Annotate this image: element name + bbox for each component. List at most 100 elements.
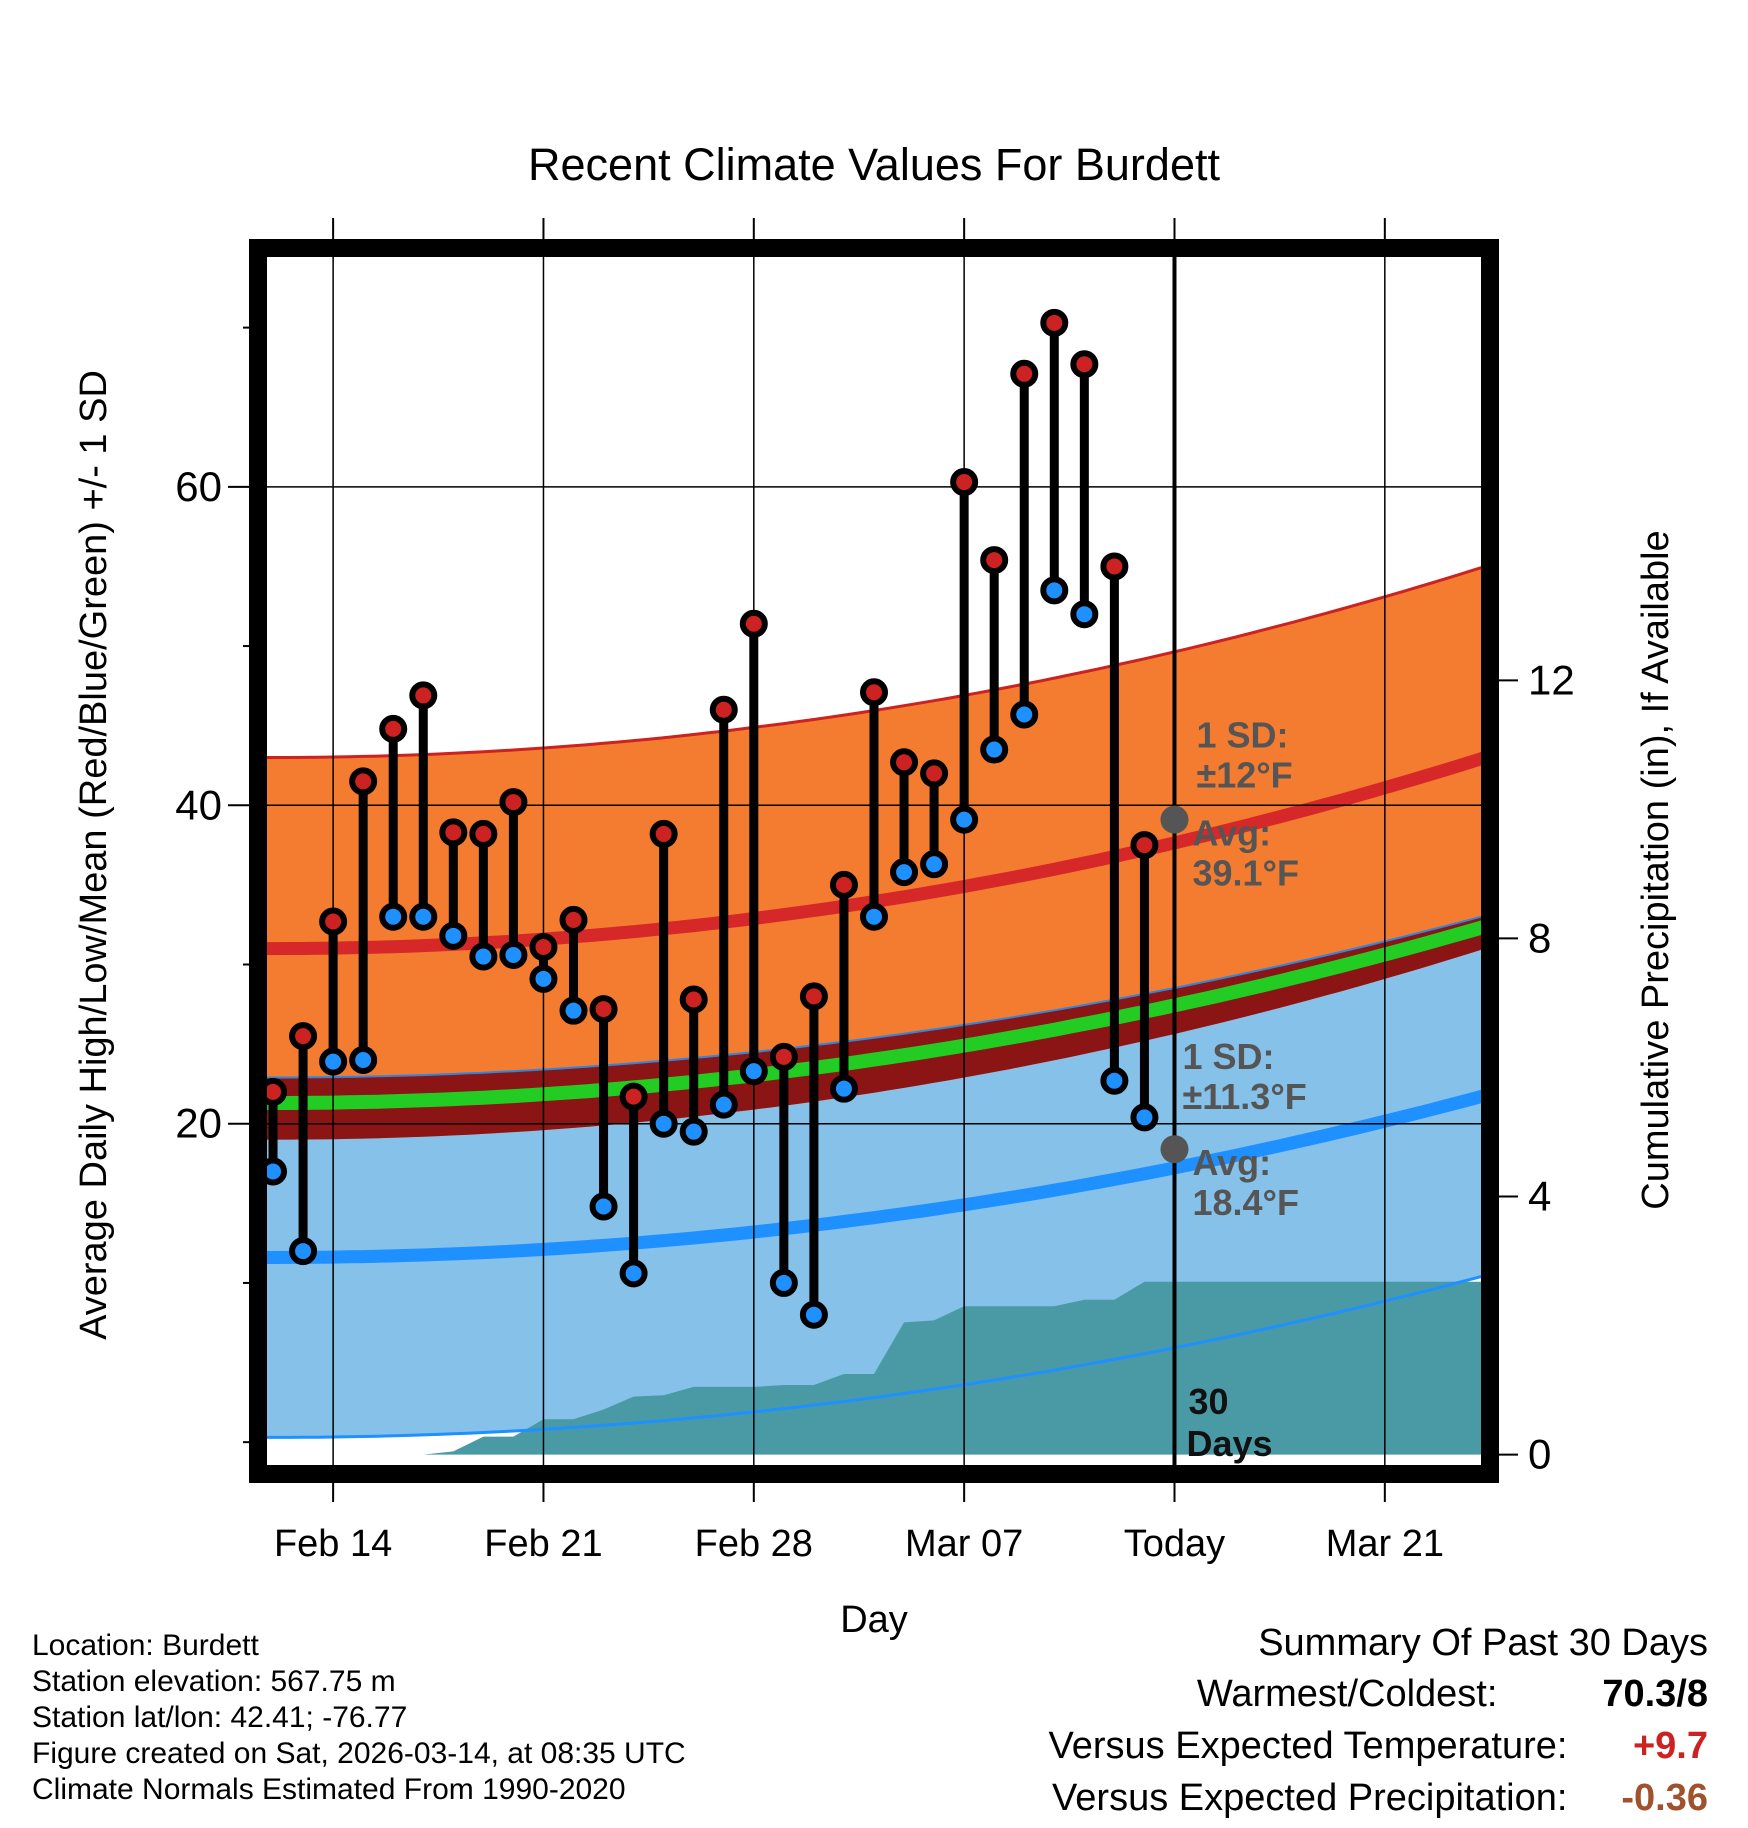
- temp-label: Versus Expected Temperature:: [1048, 1725, 1568, 1767]
- daily-low-point: [709, 1090, 738, 1119]
- y2-tick-label: 8: [1528, 914, 1551, 961]
- daily-high-point: [709, 695, 738, 724]
- daily-low-point: [829, 1074, 858, 1103]
- daily-high-point: [1070, 350, 1099, 379]
- daily-low-point: [559, 996, 588, 1025]
- daily-high-point: [379, 714, 408, 743]
- today-days-label: 30 Days: [1186, 1381, 1272, 1464]
- daily-high-point: [890, 748, 919, 777]
- y-tick-label: 20: [175, 1100, 222, 1147]
- x-tick-label: Mar 21: [1326, 1523, 1444, 1565]
- precip-value: -0.36: [1621, 1777, 1708, 1819]
- daily-high-point: [950, 468, 979, 497]
- summary-title: Summary Of Past 30 Days: [1258, 1622, 1708, 1664]
- daily-low-point: [739, 1057, 768, 1086]
- daily-low-point: [649, 1109, 678, 1138]
- daily-low-point: [860, 902, 888, 931]
- daily-high-point: [1100, 552, 1129, 581]
- daily-high-point: [289, 1022, 318, 1051]
- daily-low-point: [619, 1259, 648, 1288]
- daily-high-point: [499, 788, 528, 817]
- daily-low-point: [409, 902, 438, 931]
- today-high-avg-marker: [1160, 805, 1189, 834]
- daily-high-point: [649, 819, 678, 848]
- precip-area: [273, 1281, 1490, 1455]
- y2-tick-label: 4: [1528, 1173, 1551, 1220]
- daily-low-point: [289, 1237, 318, 1266]
- daily-low-point: [1130, 1103, 1159, 1132]
- daily-low-point: [679, 1117, 708, 1146]
- daily-low-point: [890, 858, 919, 887]
- daily-low-point: [799, 1300, 828, 1329]
- y2-axis-label: Cumulative Precipitation (in), If Availa…: [1635, 530, 1677, 1209]
- summary-warm-cold: Warmest/Coldest: 70.3/8: [1197, 1673, 1708, 1716]
- mean-normal-line: [258, 918, 1490, 1110]
- y-tick-label: 40: [175, 781, 222, 828]
- low-lower-sd-line: [258, 1272, 1490, 1439]
- daily-low-point: [379, 902, 408, 931]
- precip-label: Versus Expected Precipitation:: [1052, 1777, 1568, 1819]
- daily-low-point: [349, 1046, 378, 1075]
- plot-frame: [249, 239, 1499, 1483]
- daily-low-point: [1070, 600, 1099, 629]
- station-info: Location: Burdett Station elevation: 567…: [32, 1628, 686, 1808]
- warm-cold-label: Warmest/Coldest:: [1196, 1673, 1498, 1715]
- x-tick-label: Feb 21: [484, 1523, 602, 1565]
- daily-high-point: [1130, 831, 1159, 860]
- daily-high-point: [319, 907, 348, 936]
- x-tick-label: Feb 28: [695, 1523, 813, 1565]
- x-tick-label: Feb 14: [274, 1523, 392, 1565]
- x-tick-label: Today: [1124, 1523, 1225, 1565]
- daily-low-point: [589, 1192, 618, 1221]
- daily-high-point: [739, 609, 768, 638]
- daily-low-point: [1100, 1066, 1129, 1095]
- chart-title: Recent Climate Values For Burdett: [528, 139, 1220, 190]
- high-avg-annotation: Avg: 39.1°F: [1192, 813, 1298, 894]
- low-normal-line: [258, 1087, 1490, 1265]
- info-created: Figure created on Sat, 2026-03-14, at 08…: [32, 1737, 686, 1770]
- daily-high-point: [349, 767, 378, 796]
- info-elevation: Station elevation: 567.75 m: [32, 1665, 396, 1698]
- daily-low-point: [769, 1268, 798, 1297]
- daily-low-point: [439, 921, 468, 950]
- daily-low-point: [1010, 700, 1039, 729]
- low-upper-sd-line: [258, 913, 1490, 1079]
- daily-high-point: [1040, 308, 1069, 337]
- summary-temp: Versus Expected Temperature: +9.7: [1049, 1725, 1708, 1768]
- low-avg-annotation: Avg: 18.4°F: [1192, 1142, 1298, 1223]
- daily-high-point: [469, 819, 498, 848]
- daily-high-point: [439, 818, 468, 847]
- info-location: Location: Burdett: [32, 1629, 259, 1662]
- daily-high-point: [529, 932, 558, 961]
- sd-overlap-band: [258, 914, 1490, 1140]
- x-axis-label: Day: [840, 1599, 908, 1641]
- y2-tick-label: 12: [1528, 656, 1575, 703]
- daily-low-point: [920, 850, 949, 879]
- daily-high-point: [920, 759, 949, 788]
- daily-high-point: [619, 1082, 648, 1111]
- high-sd-annotation: 1 SD: ±12°F: [1196, 715, 1292, 796]
- daily-low-point: [950, 805, 979, 834]
- daily-high-point: [980, 546, 1009, 575]
- daily-high-point: [799, 982, 828, 1011]
- daily-high-point: [860, 678, 888, 707]
- daily-low-point: [499, 940, 528, 969]
- y-tick-label: 60: [175, 463, 222, 510]
- x-tick-label: Mar 07: [905, 1523, 1023, 1565]
- daily-high-point: [409, 681, 438, 710]
- info-latlon: Station lat/lon: 42.41; -76.77: [32, 1701, 408, 1734]
- daily-high-point: [679, 985, 708, 1014]
- daily-low-point: [319, 1047, 348, 1076]
- daily-low-point: [980, 735, 1009, 764]
- daily-low-point: [469, 942, 498, 971]
- daily-high-point: [769, 1042, 798, 1071]
- temp-value: +9.7: [1632, 1725, 1708, 1767]
- y-axis-label: Average Daily High/Low/Mean (Red/Blue/Gr…: [73, 370, 115, 1340]
- info-normals: Climate Normals Estimated From 1990-2020: [32, 1773, 626, 1806]
- summary-precip: Versus Expected Precipitation: -0.36: [1052, 1777, 1708, 1820]
- y2-tick-label: 0: [1528, 1431, 1551, 1478]
- today-low-avg-marker: [1160, 1135, 1189, 1164]
- low-sd-annotation: 1 SD: ±11.3°F: [1182, 1036, 1306, 1117]
- daily-high-point: [1010, 359, 1039, 388]
